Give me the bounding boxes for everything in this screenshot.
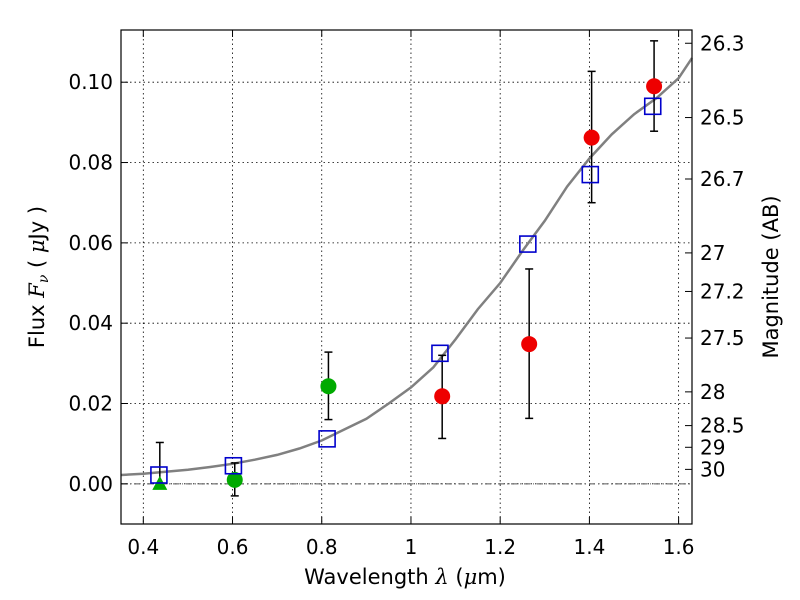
ticks: [121, 30, 692, 524]
x-tick-label: 1: [405, 535, 418, 559]
x-tick-label: 1.2: [484, 535, 516, 559]
y-tick-label: 0.02: [68, 392, 113, 416]
y-tick-label: 0.00: [68, 472, 113, 496]
y-tick-label: 0.10: [68, 70, 113, 94]
y-tick-label: 0.08: [68, 151, 113, 175]
mag-tick-label: 28: [700, 380, 725, 404]
data-point-square: [519, 235, 537, 253]
x-tick-label: 1.4: [573, 535, 605, 559]
data-point-circle: [583, 129, 600, 146]
data-point-square: [643, 97, 662, 116]
error-bars: [155, 40, 659, 497]
data-point-square: [581, 165, 600, 184]
y-tick-label: 0.06: [68, 231, 113, 255]
markers: [150, 78, 663, 490]
x-tick-label: 0.8: [306, 535, 338, 559]
mag-tick-label: 26.5: [700, 106, 745, 130]
y2-axis-label: Magnitude (AB): [759, 195, 783, 358]
mag-tick-label: 27: [700, 241, 725, 265]
model-spectrum-line: [120, 57, 694, 477]
data-point-circle: [521, 336, 538, 353]
data-point-square: [318, 430, 336, 448]
x-tick-label: 1.6: [663, 535, 695, 559]
y-tick-labels: 0.00 0.02 0.04 0.06 0.08 0.10: [68, 70, 113, 496]
x-tick-label: 0.4: [127, 535, 159, 559]
grid: [121, 30, 692, 524]
data-point-circle: [646, 78, 663, 95]
mag-tick-label: 30: [700, 457, 725, 481]
mag-tick-label: 27.2: [700, 279, 745, 303]
plot-frame: [120, 29, 693, 525]
y-axis-label: Flux Fν ( μJy ): [25, 206, 52, 348]
x-tick-labels: 0.4 0.6 0.8 1 1.2 1.4 1.6: [127, 535, 694, 559]
mag-tick-label: 28.5: [700, 414, 745, 438]
mag-tick-label: 27.5: [700, 326, 745, 350]
mag-tick-label: 29: [700, 435, 725, 459]
data-point-square: [224, 456, 243, 475]
data-point-circle: [226, 471, 243, 488]
data-point-square: [431, 344, 449, 363]
x-axis-label: Wavelength λ (μm): [304, 565, 506, 589]
x-tick-label: 0.6: [217, 535, 249, 559]
mag-tick-label: 26.7: [700, 167, 745, 191]
data-point-circle: [434, 388, 451, 405]
mag-tick-label: 26.3: [700, 31, 745, 55]
data-point-circle: [320, 378, 337, 395]
y-tick-label: 0.04: [68, 311, 113, 335]
data-point-square: [150, 466, 168, 484]
